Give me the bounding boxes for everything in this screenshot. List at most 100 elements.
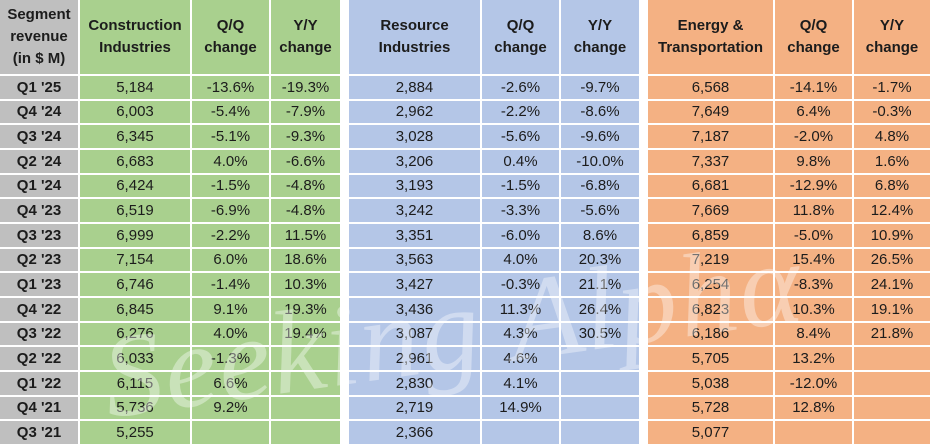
qq-change-cell: -13.6% (192, 76, 271, 101)
qq-change-cell: -8.3% (775, 273, 854, 298)
revenue-cell: 2,719 (342, 396, 482, 422)
revenue-cell: 6,033 (80, 347, 192, 372)
qq-change-cell: -2.2% (482, 100, 561, 126)
yy-change-cell: 4.8% (854, 125, 932, 150)
row-label-quarter: Q2 '23 (0, 248, 80, 274)
yy-change-cell: 8.6% (561, 223, 641, 249)
revenue-cell: 7,219 (641, 248, 775, 274)
table-row: Q3 '24 6,345 -5.1% -9.3% 3,028 -5.6% -9.6% 7,18… (0, 125, 932, 150)
qq-change-cell: 4.6% (482, 347, 561, 372)
qq-change-cell: 4.0% (192, 149, 271, 175)
revenue-cell: 6,519 (80, 199, 192, 224)
yy-change-cell: 20.3% (561, 248, 641, 274)
qq-change-cell: -5.1% (192, 125, 271, 150)
qq-change-cell: 13.2% (775, 347, 854, 372)
revenue-cell: 6,746 (80, 273, 192, 298)
revenue-cell: 6,683 (80, 149, 192, 175)
yy-change-cell: -4.8% (271, 199, 342, 224)
table-row: Q1 '25 5,184 -13.6% -19.3% 2,884 -2.6% -9.7% 6,… (0, 76, 932, 101)
revenue-cell: 5,705 (641, 347, 775, 372)
table-row: Q3 '22 6,276 4.0% 19.4% 3,087 4.3% 30.5% 6,186 8… (0, 322, 932, 348)
revenue-cell: 3,193 (342, 174, 482, 200)
yy-change-cell: -9.3% (271, 125, 342, 150)
row-label-quarter: Q1 '25 (0, 76, 80, 101)
qq-change-cell: -1.5% (192, 174, 271, 200)
table-row: Q4 '23 6,519 -6.9% -4.8% 3,242 -3.3% -5.6% 7,66… (0, 199, 932, 224)
yy-change-cell (271, 371, 342, 397)
qq-change-cell: -14.1% (775, 76, 854, 101)
row-label-quarter: Q1 '23 (0, 273, 80, 298)
yy-change-cell: 19.4% (271, 322, 342, 348)
yy-change-cell: -7.9% (271, 100, 342, 126)
revenue-cell: 5,077 (641, 421, 775, 446)
revenue-cell: 6,568 (641, 76, 775, 101)
header-row: Segment revenue (in $ M) Construction In… (0, 0, 932, 76)
table-row: Q3 '21 5,255 2,366 5,077 (0, 421, 932, 446)
revenue-cell: 6,115 (80, 371, 192, 397)
yy-change-cell: 19.3% (271, 297, 342, 323)
yy-change-cell: -19.3% (271, 76, 342, 101)
yy-change-cell (561, 396, 641, 422)
qq-change-cell: -6.9% (192, 199, 271, 224)
qq-change-cell: -0.3% (482, 273, 561, 298)
column-header-energy-qq-change: Q/Q change (775, 0, 854, 76)
table-row: Q2 '22 6,033 -1.3% 2,961 4.6% 5,705 13.2% (0, 347, 932, 372)
qq-change-cell: -3.3% (482, 199, 561, 224)
revenue-cell: 5,184 (80, 76, 192, 101)
revenue-cell: 5,255 (80, 421, 192, 446)
qq-change-cell: 10.3% (775, 297, 854, 323)
revenue-cell: 6,823 (641, 297, 775, 323)
yy-change-cell: 1.6% (854, 149, 932, 175)
revenue-cell: 3,242 (342, 199, 482, 224)
column-header-energy-yy-change: Y/Y change (854, 0, 932, 76)
row-label-quarter: Q3 '23 (0, 223, 80, 249)
qq-change-cell: 4.3% (482, 322, 561, 348)
table-row: Q4 '24 6,003 -5.4% -7.9% 2,962 -2.2% -8.6% 7,64… (0, 100, 932, 126)
revenue-cell: 6,345 (80, 125, 192, 150)
yy-change-cell: -9.6% (561, 125, 641, 150)
yy-change-cell (271, 421, 342, 446)
row-label-quarter: Q4 '22 (0, 297, 80, 323)
qq-change-cell: 0.4% (482, 149, 561, 175)
table-row: Q4 '21 5,736 9.2% 2,719 14.9% 5,728 12.8% (0, 396, 932, 422)
revenue-cell: 6,254 (641, 273, 775, 298)
revenue-cell: 6,859 (641, 223, 775, 249)
revenue-cell: 6,681 (641, 174, 775, 200)
revenue-cell: 3,351 (342, 223, 482, 249)
yy-change-cell: 6.8% (854, 174, 932, 200)
revenue-cell: 2,962 (342, 100, 482, 126)
revenue-cell: 7,187 (641, 125, 775, 150)
revenue-cell: 3,028 (342, 125, 482, 150)
yy-change-cell: 26.4% (561, 297, 641, 323)
qq-change-cell: -6.0% (482, 223, 561, 249)
row-label-quarter: Q3 '24 (0, 125, 80, 150)
qq-change-cell: -5.4% (192, 100, 271, 126)
row-label-quarter: Q2 '24 (0, 149, 80, 175)
yy-change-cell (561, 371, 641, 397)
qq-change-cell: -5.0% (775, 223, 854, 249)
qq-change-cell: 15.4% (775, 248, 854, 274)
table-row: Q4 '22 6,845 9.1% 19.3% 3,436 11.3% 26.4% 6,823… (0, 297, 932, 323)
yy-change-cell: 21.1% (561, 273, 641, 298)
qq-change-cell: -5.6% (482, 125, 561, 150)
qq-change-cell: 4.0% (192, 322, 271, 348)
revenue-cell: 7,649 (641, 100, 775, 126)
revenue-cell: 5,038 (641, 371, 775, 397)
corner-header-segment-revenue: Segment revenue (in $ M) (0, 0, 80, 76)
revenue-cell: 2,884 (342, 76, 482, 101)
yy-change-cell: -9.7% (561, 76, 641, 101)
qq-change-cell: -1.4% (192, 273, 271, 298)
yy-change-cell: 18.6% (271, 248, 342, 274)
column-header-resource-qq-change: Q/Q change (482, 0, 561, 76)
qq-change-cell: 4.0% (482, 248, 561, 274)
qq-change-cell: 12.8% (775, 396, 854, 422)
revenue-cell: 3,436 (342, 297, 482, 323)
qq-change-cell: -2.6% (482, 76, 561, 101)
revenue-cell: 6,186 (641, 322, 775, 348)
revenue-cell: 2,830 (342, 371, 482, 397)
qq-change-cell: -2.2% (192, 223, 271, 249)
yy-change-cell: 21.8% (854, 322, 932, 348)
yy-change-cell: -8.6% (561, 100, 641, 126)
qq-change-cell: -1.5% (482, 174, 561, 200)
